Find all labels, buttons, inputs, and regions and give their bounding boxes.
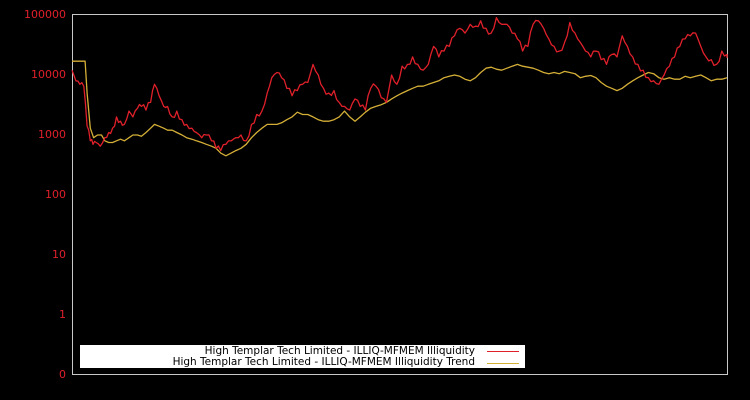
y-tick-label: 10 bbox=[52, 248, 66, 261]
legend-swatch-illiquidity bbox=[487, 351, 519, 352]
plot-frame bbox=[72, 14, 728, 375]
y-tick-label: 1000 bbox=[38, 128, 66, 141]
legend-swatch-illiquidity-trend bbox=[487, 363, 519, 364]
y-tick-label: 0 bbox=[59, 368, 66, 381]
chart-legend: High Templar Tech Limited - ILLIQ-MFMEM … bbox=[80, 345, 525, 368]
y-tick-label: 100 bbox=[45, 188, 66, 201]
y-tick-label: 100000 bbox=[24, 8, 66, 21]
illiquidity-trend-line bbox=[72, 60, 728, 157]
y-tick-label: 10000 bbox=[31, 68, 66, 81]
y-tick-label: 1 bbox=[59, 308, 66, 321]
illiquidity-line bbox=[71, 17, 728, 152]
legend-label-illiquidity: High Templar Tech Limited - ILLIQ-MFMEM … bbox=[204, 345, 475, 357]
legend-label-illiquidity-trend: High Templar Tech Limited - ILLIQ-MFMEM … bbox=[172, 356, 475, 368]
series-layer bbox=[71, 17, 728, 157]
